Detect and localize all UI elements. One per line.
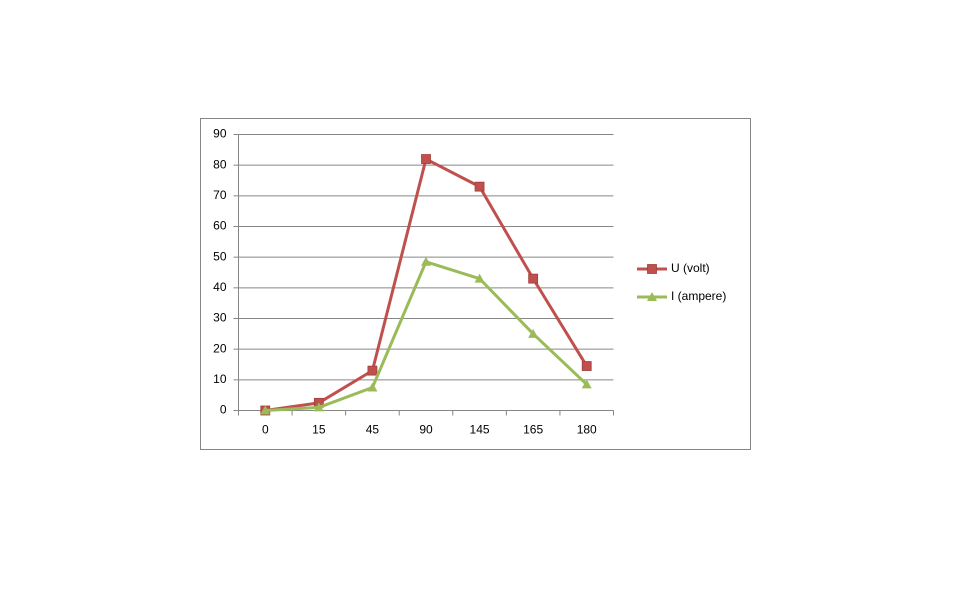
marker — [474, 273, 485, 283]
y-tick-label: 0 — [220, 403, 227, 417]
x-tick-label: 15 — [312, 423, 326, 437]
marker — [647, 292, 657, 301]
marker — [421, 154, 431, 164]
x-tick-label: 90 — [419, 423, 433, 437]
y-tick-label: 20 — [213, 341, 227, 355]
x-tick-label: 0 — [262, 423, 269, 437]
x-tick-label: 180 — [577, 423, 597, 437]
marker — [421, 256, 431, 266]
x-tick-label: 45 — [366, 423, 380, 437]
legend-label: I (ampere) — [671, 289, 726, 303]
marker — [647, 264, 657, 274]
marker — [581, 379, 592, 389]
y-tick-label: 80 — [213, 157, 227, 171]
x-tick-label: 165 — [523, 423, 543, 437]
x-tick-label: 145 — [470, 423, 490, 437]
y-tick-label: 90 — [213, 127, 227, 141]
y-tick-label: 70 — [213, 188, 227, 202]
y-tick-label: 40 — [213, 280, 227, 294]
y-tick-label: 50 — [213, 249, 227, 263]
marker — [313, 402, 324, 412]
y-tick-label: 30 — [213, 311, 227, 325]
marker — [367, 382, 378, 392]
legend-label: U (volt) — [671, 261, 710, 275]
marker — [581, 361, 592, 371]
marker — [367, 365, 378, 376]
chart-frame — [200, 118, 751, 450]
marker — [528, 273, 539, 284]
y-tick-label: 10 — [213, 372, 227, 386]
marker — [260, 405, 271, 415]
marker — [474, 181, 485, 192]
y-tick-label: 60 — [213, 219, 227, 233]
marker — [528, 328, 539, 338]
